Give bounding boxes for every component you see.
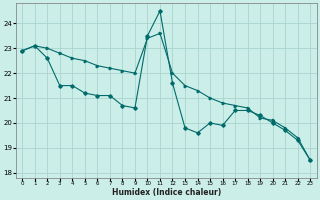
X-axis label: Humidex (Indice chaleur): Humidex (Indice chaleur): [112, 188, 221, 197]
